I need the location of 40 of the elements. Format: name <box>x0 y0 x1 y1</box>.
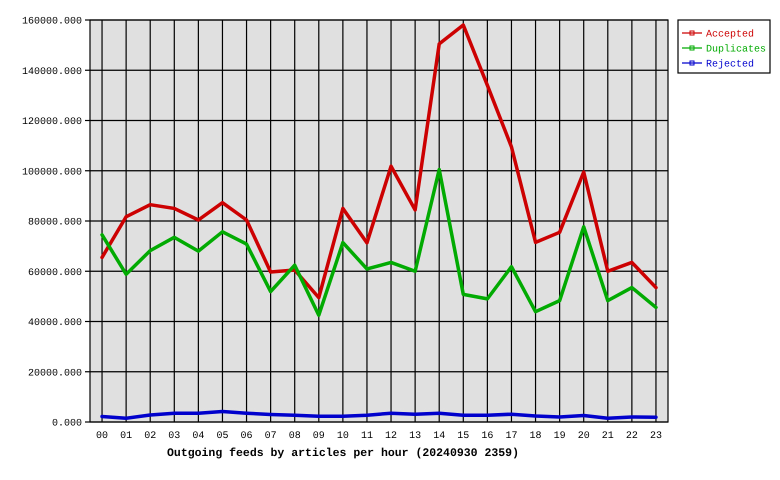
x-axis-title: Outgoing feeds by articles per hour (20240930 2359) <box>167 447 519 460</box>
legend-label: Rejected <box>706 58 754 70</box>
legend-label: Duplicates <box>706 44 766 56</box>
x-tick-label: 21 <box>602 431 614 442</box>
line-series <box>100 23 658 300</box>
x-tick-label: 07 <box>264 431 277 442</box>
y-tick-label: 40000.000 <box>28 318 82 329</box>
x-tick-label: 02 <box>144 431 156 442</box>
x-tick-label: 22 <box>626 431 638 442</box>
x-tick-label: 20 <box>578 431 590 442</box>
x-tick-label: 08 <box>288 431 301 442</box>
y-tick-label: 100000.000 <box>22 167 82 178</box>
x-tick-label: 15 <box>457 431 470 442</box>
y-tick-label: 80000.000 <box>28 218 82 228</box>
x-tick-label: 00 <box>96 431 108 442</box>
y-tick-label: 60000.000 <box>28 268 82 279</box>
y-tick-label: 0.000 <box>52 418 82 430</box>
x-tick-label: 09 <box>312 431 325 442</box>
x-tick-label: 11 <box>360 431 373 442</box>
x-tick-label: 10 <box>336 431 349 442</box>
x-tick-label: 04 <box>192 431 204 442</box>
y-tick-label: 20000.000 <box>28 368 82 380</box>
line-series <box>100 168 658 317</box>
x-tick-label: 14 <box>433 431 446 442</box>
y-tick-label: 120000.000 <box>22 117 82 128</box>
x-tick-label: 03 <box>168 431 180 442</box>
y-tick-label: 160000.000 <box>22 16 82 28</box>
line-series <box>100 410 658 420</box>
x-tick-label: 01 <box>120 431 132 442</box>
x-tick-label: 19 <box>554 431 566 442</box>
x-tick-label: 18 <box>530 431 542 442</box>
x-tick-label: 23 <box>650 431 662 442</box>
legend-label: Accepted <box>706 28 754 40</box>
x-tick-label: 13 <box>409 431 422 442</box>
x-tick-label: 06 <box>240 431 253 442</box>
x-tick-label: 05 <box>216 431 228 442</box>
x-tick-label: 12 <box>385 431 398 442</box>
x-tick-label: 17 <box>505 431 518 442</box>
y-tick-label: 140000.000 <box>22 66 82 78</box>
x-tick-label: 16 <box>481 431 494 442</box>
